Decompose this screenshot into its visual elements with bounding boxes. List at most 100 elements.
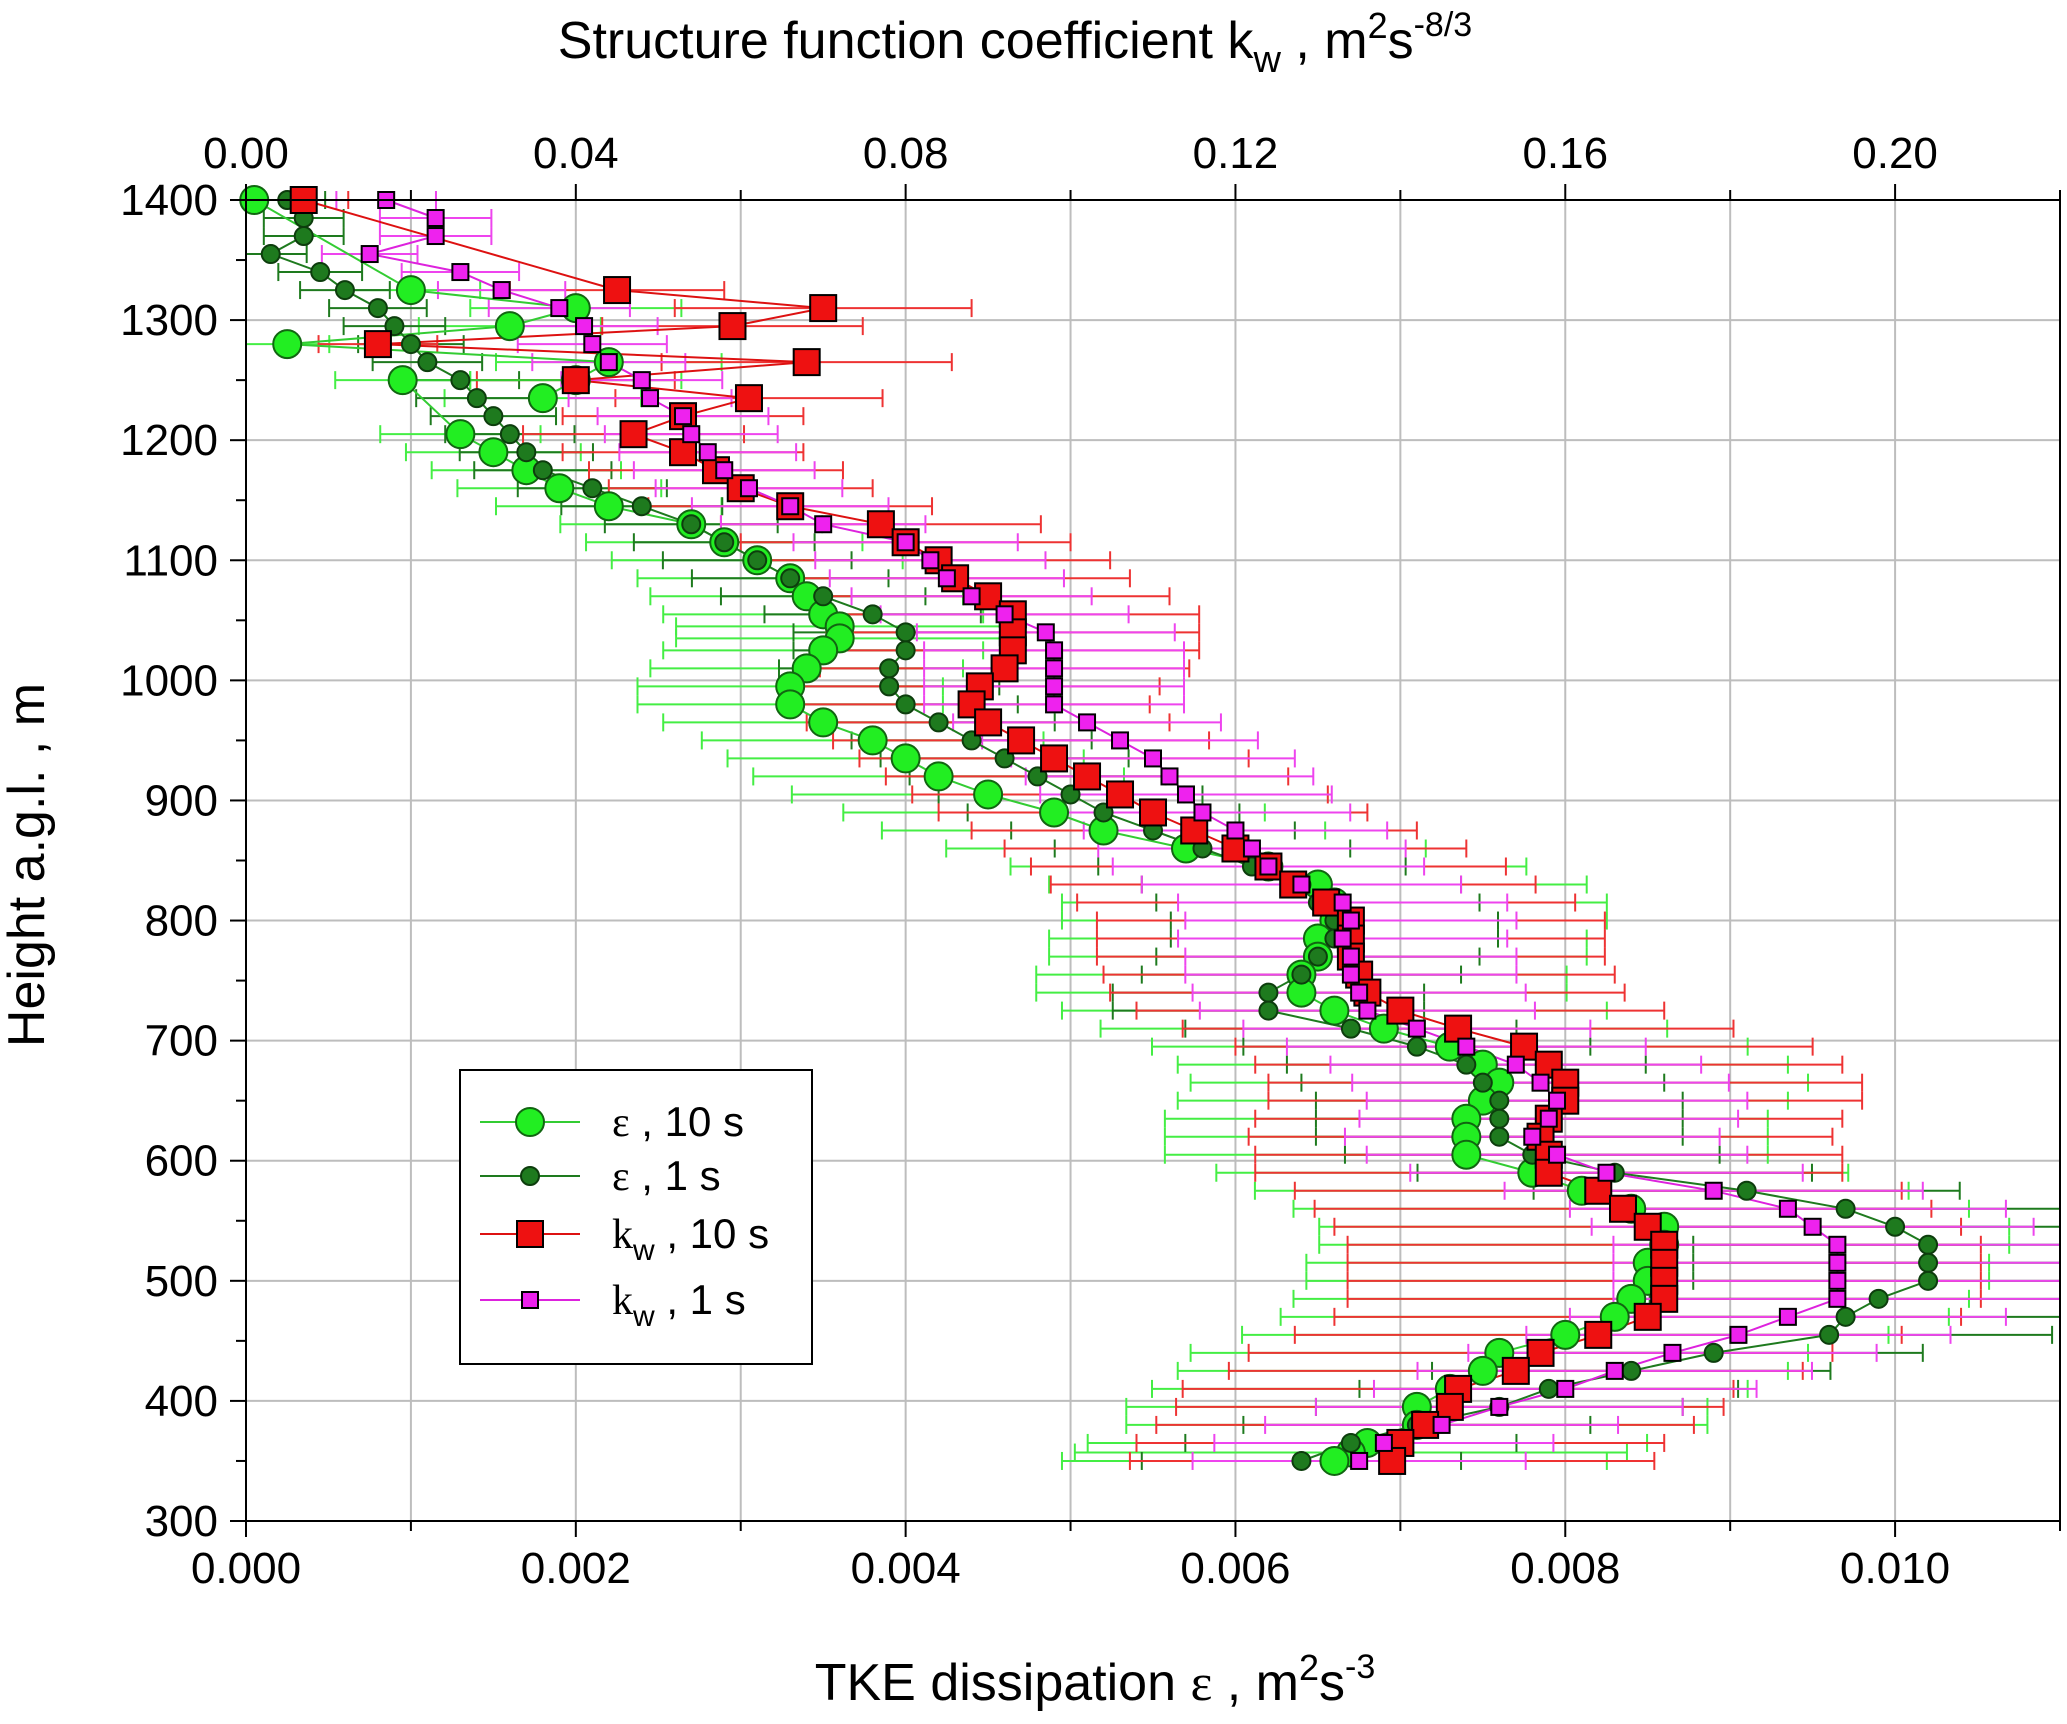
data-point — [417, 352, 438, 373]
data-point — [775, 689, 806, 720]
data-point — [780, 568, 801, 589]
data-point — [1526, 1338, 1555, 1367]
data-point — [1608, 1194, 1637, 1223]
data-point — [1778, 1307, 1797, 1326]
y-tick-label: 1400 — [120, 176, 218, 225]
data-point — [1456, 1054, 1477, 1075]
data-point — [1918, 1270, 1939, 1291]
data-point — [1407, 1019, 1426, 1038]
data-point — [1341, 947, 1360, 966]
top-tick-label: 0.08 — [863, 129, 949, 178]
data-point — [1259, 857, 1278, 876]
data-point — [1045, 695, 1064, 714]
data-point — [516, 1220, 544, 1248]
data-point — [1918, 1252, 1939, 1273]
data-point — [1538, 1378, 1559, 1399]
data-point — [360, 245, 379, 264]
data-point — [515, 1107, 545, 1137]
data-point — [1333, 893, 1352, 912]
top-tick-label: 0.00 — [203, 129, 289, 178]
data-point — [1435, 1392, 1464, 1421]
data-point — [575, 317, 594, 336]
data-point — [1292, 875, 1311, 894]
data-point — [532, 460, 553, 481]
legend-label: kw , 1 s — [612, 1276, 746, 1333]
data-point — [544, 473, 575, 504]
data-point — [1291, 964, 1312, 985]
legend-label: ε , 10 s — [612, 1098, 744, 1146]
data-point — [1868, 1288, 1889, 1309]
data-point — [1531, 1073, 1550, 1092]
data-point — [395, 275, 426, 306]
data-point — [1539, 1109, 1558, 1128]
data-point — [1258, 982, 1279, 1003]
data-point — [426, 227, 445, 246]
data-point — [516, 442, 537, 463]
data-point — [582, 478, 603, 499]
data-point — [492, 281, 511, 300]
data-point — [1319, 1445, 1350, 1476]
data-point — [895, 640, 916, 661]
data-point — [928, 712, 949, 733]
data-point — [1350, 983, 1369, 1002]
data-point — [561, 366, 590, 395]
top-tick-label: 0.16 — [1522, 129, 1608, 178]
data-point — [272, 329, 303, 360]
top-tick-label: 0.12 — [1193, 129, 1279, 178]
data-point — [599, 353, 618, 372]
data-point — [1341, 911, 1360, 930]
data-point — [698, 443, 717, 462]
data-point — [1489, 1108, 1510, 1129]
data-point — [1597, 1163, 1616, 1182]
data-point — [1548, 1145, 1567, 1164]
y-tick-label: 1300 — [120, 296, 218, 345]
y-tick-label: 700 — [145, 1017, 218, 1066]
data-point — [619, 420, 648, 449]
data-point — [363, 330, 392, 359]
data-point — [879, 676, 900, 697]
data-point — [895, 694, 916, 715]
bottom-tick-label: 0.008 — [1510, 1544, 1620, 1593]
data-point — [1386, 996, 1415, 1025]
bottom-tick-label: 0.000 — [191, 1544, 301, 1593]
data-point — [1803, 1217, 1822, 1236]
data-point — [521, 1291, 539, 1309]
data-point — [1506, 1055, 1525, 1074]
data-point — [1078, 713, 1097, 732]
data-point — [1819, 1324, 1840, 1345]
data-point — [1139, 798, 1167, 827]
data-point — [631, 496, 652, 517]
top-tick-label: 0.20 — [1852, 129, 1938, 178]
axis-ticks: 0.000 0.002 0.004 0.006 0.008 0.010 0.00 0.04 0.… — [120, 129, 2061, 1593]
data-point — [1340, 1018, 1361, 1039]
data-point — [499, 424, 520, 445]
data-point — [334, 280, 355, 301]
data-point — [1490, 1397, 1509, 1416]
data-point — [1918, 1234, 1939, 1255]
data-point — [445, 419, 476, 450]
data-point — [739, 479, 758, 498]
data-point — [1039, 797, 1070, 828]
data-point — [1467, 1355, 1498, 1386]
y-tick-label: 1200 — [120, 416, 218, 465]
data-point — [674, 407, 693, 426]
data-point — [641, 389, 660, 408]
data-point — [1258, 1000, 1279, 1021]
data-point — [1106, 780, 1135, 809]
data-point — [387, 365, 418, 396]
data-point — [1703, 1342, 1724, 1363]
data-point — [593, 491, 624, 522]
data-point — [669, 438, 698, 467]
data-point — [1885, 1216, 1906, 1237]
data-point — [1111, 731, 1130, 750]
data-point — [813, 586, 834, 607]
data-point — [1650, 1284, 1679, 1313]
data-point — [1451, 1139, 1482, 1170]
data-point — [1226, 821, 1245, 840]
data-point — [1307, 946, 1328, 967]
legend-label: ε , 1 s — [612, 1152, 721, 1200]
data-point — [632, 371, 651, 390]
data-point — [896, 533, 915, 552]
data-point — [293, 226, 314, 247]
